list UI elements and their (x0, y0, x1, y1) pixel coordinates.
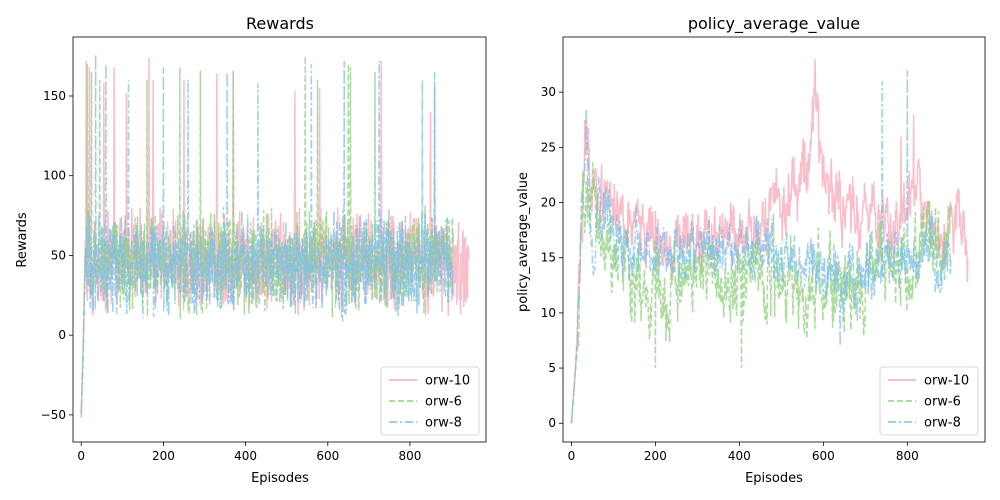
x-axis: 0 200 400 600 800 (77, 442, 421, 463)
y-tick-label: 15 (541, 251, 556, 265)
y-tick-label: 150 (43, 89, 66, 103)
axes-frame (562, 36, 986, 443)
axes-frame (72, 36, 487, 443)
x-tick-label: 400 (728, 449, 751, 463)
y-tick-label: 30 (541, 85, 556, 99)
y-tick-label: 20 (541, 196, 556, 210)
legend-label-orw-10: orw-10 (924, 374, 969, 389)
series-layer (570, 59, 969, 424)
legend-label-orw-6: orw-6 (425, 395, 462, 410)
x-tick-label: 600 (812, 449, 835, 463)
y-tick-label: 0 (58, 328, 66, 342)
x-tick-label: 200 (644, 449, 667, 463)
y-tick-label: 10 (541, 306, 556, 320)
legend-label-orw-10: orw-10 (425, 374, 470, 389)
x-tick-label: 800 (896, 449, 919, 463)
y-axis: 0 5 10 15 20 25 30 (541, 85, 563, 430)
legend-label-orw-8: orw-8 (425, 416, 462, 431)
legend-box (380, 366, 480, 436)
y-tick-label: −50 (41, 408, 66, 422)
y-axis: −50 0 50 100 150 (41, 89, 73, 422)
x-tick-label: 200 (152, 449, 175, 463)
rewards-chart: Rewards 0 200 400 600 800 −50 0 50 100 150 Episo… (15, 14, 487, 486)
x-axis-label: Episodes (251, 471, 309, 486)
legend: orw-10 orw-6 orw-8 (380, 366, 480, 436)
y-tick-label: 100 (43, 169, 66, 183)
series-line-orw-8 (80, 54, 454, 412)
y-axis-label: Rewards (15, 212, 30, 267)
y-tick-label: 50 (51, 248, 66, 262)
x-tick-label: 800 (399, 449, 422, 463)
x-tick-label: 0 (568, 449, 576, 463)
y-tick-label: 0 (548, 416, 556, 430)
series-layer (80, 54, 470, 419)
plot-area-rewards (72, 36, 487, 443)
legend-label-orw-8: orw-8 (924, 416, 961, 431)
x-tick-label: 400 (234, 449, 257, 463)
chart-title: Rewards (246, 14, 314, 33)
legend-box (879, 366, 979, 436)
y-axis-label: policy_average_value (516, 172, 531, 312)
y-tick-label: 25 (541, 140, 556, 154)
chart-title: policy_average_value (688, 14, 860, 34)
x-axis-label: Episodes (745, 471, 803, 486)
y-tick-label: 5 (548, 361, 556, 375)
x-tick-label: 600 (316, 449, 339, 463)
series-line-orw-8 (570, 70, 952, 424)
plot-area-policy (562, 36, 986, 443)
x-tick-label: 0 (77, 449, 85, 463)
legend: orw-10 orw-6 orw-8 (879, 366, 979, 436)
policy-average-value-chart: policy_average_value 0 200 400 600 800 0 5 10 1… (516, 14, 986, 486)
x-axis: 0 200 400 600 800 (568, 442, 919, 463)
series-line-orw-10 (570, 59, 969, 424)
legend-label-orw-6: orw-6 (924, 395, 961, 410)
